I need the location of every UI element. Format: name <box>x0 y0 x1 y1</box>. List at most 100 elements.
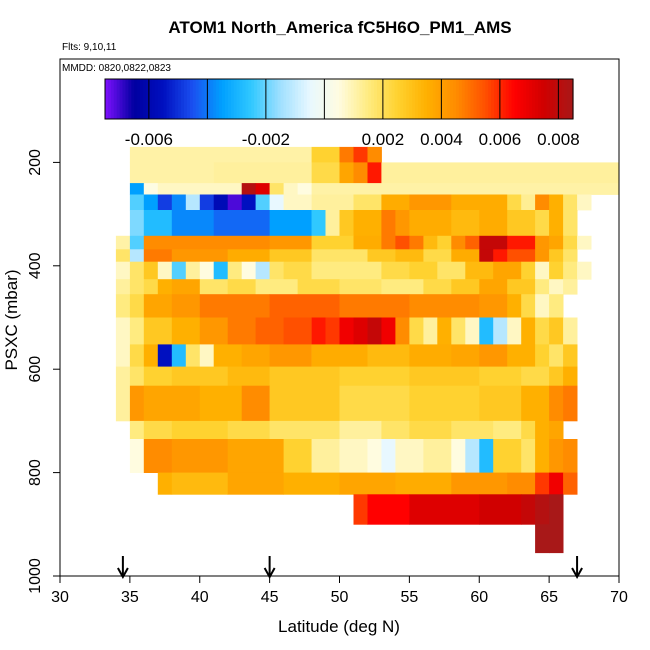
colorbar-tick-label: 0.008 <box>537 130 580 149</box>
colorbar-swatch <box>178 79 182 119</box>
heatmap-cell <box>535 472 550 495</box>
heatmap-cell <box>451 210 480 237</box>
heatmap-cell <box>353 162 368 184</box>
colorbar-swatch <box>529 79 533 119</box>
heatmap-cell <box>409 294 480 318</box>
heatmap-cell <box>339 146 354 163</box>
colorbar-frame <box>104 78 574 120</box>
heatmap-cell <box>185 194 201 211</box>
colorbar-swatch <box>570 79 574 119</box>
heatmap-cell <box>115 249 131 263</box>
heatmap-cell <box>507 472 536 495</box>
heatmap-cell <box>381 420 410 440</box>
heatmap-cell <box>577 194 592 211</box>
heatmap-cell <box>199 194 215 211</box>
colorbar-swatch <box>350 79 355 119</box>
colorbar-swatch <box>432 79 437 119</box>
heatmap-cell <box>479 439 494 473</box>
heatmap-cell <box>437 317 452 345</box>
colorbar-swatch <box>230 79 235 119</box>
colorbar-swatch <box>371 79 375 119</box>
heatmap-cell <box>381 210 396 237</box>
colorbar-swatch <box>420 79 425 119</box>
colorbar-swatch <box>333 79 337 119</box>
colorbar-swatch <box>207 79 211 119</box>
heatmap-cell <box>577 261 592 280</box>
colorbar-swatch <box>166 79 170 119</box>
colorbar-swatch <box>216 79 220 119</box>
colorbar-swatch <box>160 79 165 119</box>
colorbar-swatch <box>236 79 241 119</box>
heatmap-cell <box>409 235 424 250</box>
colorbar-swatch <box>254 79 258 119</box>
heatmap-cell <box>311 344 368 367</box>
heatmap-cell <box>451 344 480 367</box>
heatmap-cell <box>143 385 201 422</box>
x-tick-label: 30 <box>51 589 69 606</box>
heatmap-cell <box>199 317 229 345</box>
heatmap-cell <box>227 279 256 295</box>
colorbar-swatch <box>397 79 402 119</box>
colorbar-swatch <box>558 79 562 119</box>
heatmap-cell <box>171 439 229 473</box>
heatmap-cell <box>143 261 159 280</box>
heatmap-cells <box>115 146 620 554</box>
heatmap-cell <box>409 494 480 525</box>
heatmap-cell <box>479 235 508 250</box>
colorbar-swatch <box>461 79 466 119</box>
colorbar-swatch <box>274 79 279 119</box>
heatmap-cell <box>451 194 508 211</box>
colorbar-swatch <box>201 79 206 119</box>
heatmap-cell <box>409 210 452 237</box>
colorbar-swatch <box>453 79 457 119</box>
x-tick-label: 65 <box>540 589 558 606</box>
heatmap-cell <box>395 235 410 250</box>
heatmap-cell <box>129 279 145 295</box>
heatmap-cell <box>171 261 187 280</box>
colorbar-swatch <box>356 79 361 119</box>
heatmap-cell <box>507 344 536 367</box>
colorbar-swatch <box>365 79 369 119</box>
colorbar-swatch <box>222 79 226 119</box>
colorbar-swatch <box>429 79 434 119</box>
heatmap-cell <box>535 439 550 473</box>
colorbar-swatch <box>388 79 393 119</box>
heatmap-cell <box>129 420 145 440</box>
heatmap-cell <box>213 261 229 280</box>
heatmap-cell <box>143 235 270 250</box>
colorbar-swatch <box>280 79 285 119</box>
heatmap-cell <box>479 385 522 422</box>
heatmap-cell <box>381 317 396 345</box>
heatmap-cell <box>353 494 368 525</box>
colorbar-swatch <box>444 79 448 119</box>
heatmap-cell <box>269 249 312 263</box>
colorbar-swatch <box>505 79 510 119</box>
colorbar-swatch <box>186 79 191 119</box>
colorbar-swatch <box>277 79 282 119</box>
heatmap-cell <box>129 183 145 195</box>
colorbar-swatch <box>204 79 208 119</box>
colorbar-swatch <box>526 79 530 119</box>
heatmap-cell <box>129 366 145 387</box>
chart-title: ATOM1 North_America fC5H6O_PM1_AMS <box>168 18 512 37</box>
heatmap-cell <box>395 472 452 495</box>
colorbar-swatch <box>534 79 539 119</box>
colorbar-tick-label: 0.006 <box>479 130 522 149</box>
heatmap-cell <box>451 317 466 345</box>
heatmap-cell <box>297 183 312 195</box>
heatmap-cell <box>507 294 522 318</box>
colorbar-swatch <box>467 79 472 119</box>
heatmap-cell <box>563 317 578 345</box>
x-tick-label: 50 <box>331 589 349 606</box>
heatmap-cell <box>185 344 201 367</box>
heatmap-cell <box>465 439 480 473</box>
heatmap-cell <box>227 420 270 440</box>
heatmap-cell <box>535 210 550 237</box>
colorbar-swatch <box>339 79 343 119</box>
heatmap-cell <box>171 317 201 345</box>
heatmap-cell <box>311 249 368 263</box>
colorbar-tick-label: 0.002 <box>362 130 405 149</box>
colorbar-swatch <box>394 79 399 119</box>
colorbar-swatch <box>312 79 317 119</box>
colorbar-swatch <box>271 79 276 119</box>
